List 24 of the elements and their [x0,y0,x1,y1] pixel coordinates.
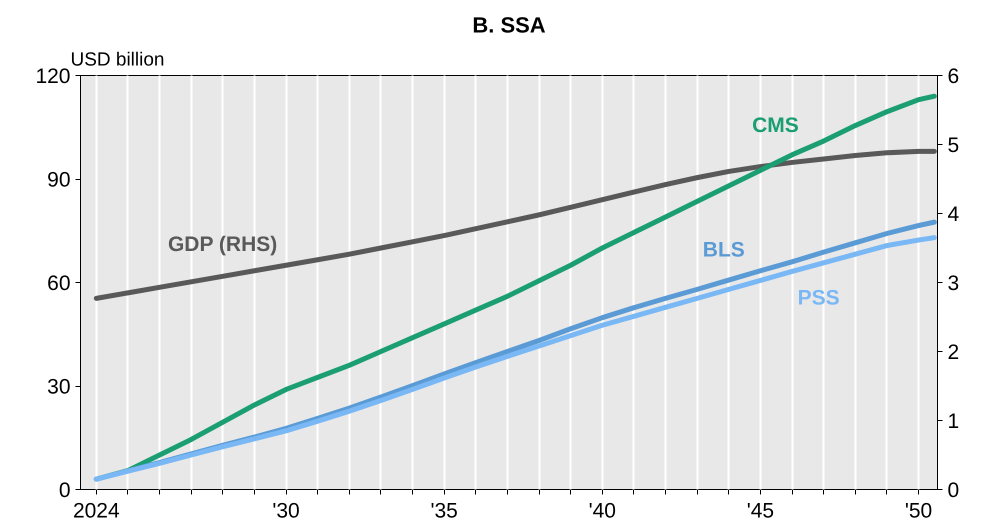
y-tick-label: 120 [35,65,71,88]
y2-tick-label: 4 [948,203,960,226]
series-label: GDP (RHS) [168,232,278,256]
x-tick-label: '50 [904,500,932,522]
series-label: BLS [702,238,745,262]
x-tick-label: 2024 [72,500,120,522]
y2-tick-label: 2 [948,341,960,364]
y2-tick-label: 0 [948,479,960,502]
y-tick-label: 60 [47,272,70,295]
x-tick-label: '45 [746,500,774,522]
y2-tick-label: 6 [948,65,960,88]
x-tick-label: '30 [272,500,300,522]
chart-title: B. SSA [472,12,546,38]
y2-tick-label: 5 [948,134,960,157]
series-label: CMS [752,114,799,137]
y2-tick-label: 1 [948,410,960,433]
x-tick-label: '35 [430,500,458,522]
series-label: PSS [798,286,840,310]
y2-tick-label: 3 [948,272,960,295]
x-tick-label: '40 [588,500,616,522]
y-tick-label: 30 [47,376,70,398]
y-tick-label: 90 [47,168,70,192]
y-axis-title: USD billion [70,50,164,70]
y-tick-label: 0 [58,479,71,502]
